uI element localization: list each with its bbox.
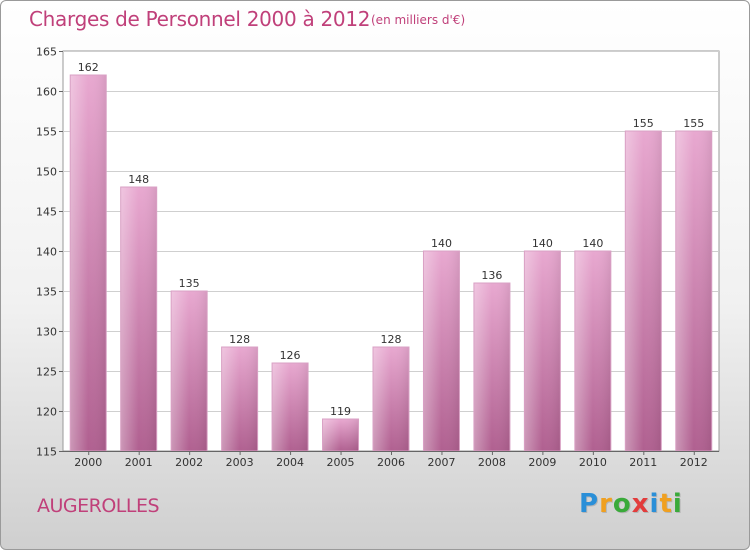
bar-shade — [523, 250, 561, 452]
bar-shade — [271, 362, 309, 452]
bar-shade — [473, 282, 511, 452]
y-tick-label: 135 — [36, 286, 57, 299]
logo-letter: i — [649, 489, 660, 519]
x-tick-label: 2008 — [478, 456, 506, 469]
y-tick-label: 150 — [36, 166, 57, 179]
x-tick-label: 2007 — [427, 456, 455, 469]
y-tick-label: 115 — [36, 446, 57, 459]
data-label: 126 — [280, 349, 301, 362]
bar-shade — [120, 186, 158, 452]
data-label: 128 — [381, 333, 402, 346]
y-tick-label: 160 — [36, 86, 57, 99]
x-tick-label: 2011 — [629, 456, 657, 469]
commune-name: AUGEROLLES — [37, 495, 160, 517]
x-tick-label: 2005 — [327, 456, 355, 469]
data-label: 162 — [78, 61, 99, 74]
data-label: 136 — [481, 269, 502, 282]
data-label: 140 — [582, 237, 603, 250]
bar-shade — [322, 418, 360, 452]
x-tick-label: 2002 — [175, 456, 203, 469]
logo-letter: r — [599, 489, 613, 519]
logo-letter: t — [659, 489, 673, 519]
bar-shade — [372, 346, 410, 452]
bar-shade — [69, 74, 107, 452]
logo-letter: i — [672, 489, 683, 519]
data-label: 155 — [633, 117, 654, 130]
logo-letter: o — [612, 489, 632, 519]
data-label: 148 — [128, 173, 149, 186]
y-tick-label: 120 — [36, 406, 57, 419]
y-tick-label: 155 — [36, 126, 57, 139]
chart-subtitle: (en milliers d'€) — [371, 13, 466, 27]
x-tick-label: 2000 — [74, 456, 102, 469]
x-tick-label: 2003 — [226, 456, 254, 469]
chart-title: Charges de Personnel 2000 à 2012 — [29, 7, 371, 31]
bar-shade — [422, 250, 460, 452]
logo-letter: x — [631, 489, 650, 519]
x-tick-label: 2004 — [276, 456, 304, 469]
bar-shade — [675, 130, 713, 452]
data-label: 155 — [683, 117, 704, 130]
y-tick-label: 165 — [36, 46, 57, 59]
x-tick-label: 2006 — [377, 456, 405, 469]
data-label: 140 — [431, 237, 452, 250]
bar-shade — [170, 290, 208, 452]
x-tick-label: 2010 — [579, 456, 607, 469]
y-tick-label: 140 — [36, 246, 57, 259]
y-tick-label: 130 — [36, 326, 57, 339]
y-tick-label: 145 — [36, 206, 57, 219]
bar-shade — [221, 346, 259, 452]
logo-letter: P — [579, 489, 600, 519]
data-label: 128 — [229, 333, 250, 346]
bar-shade — [574, 250, 612, 452]
x-tick-label: 2012 — [680, 456, 708, 469]
data-label: 135 — [179, 277, 200, 290]
data-label: 140 — [532, 237, 553, 250]
y-tick-label: 125 — [36, 366, 57, 379]
data-label: 119 — [330, 405, 351, 418]
proxiti-logo: Proxiti — [579, 489, 683, 519]
x-tick-label: 2009 — [528, 456, 556, 469]
bar-shade — [624, 130, 662, 452]
x-tick-label: 2001 — [125, 456, 153, 469]
